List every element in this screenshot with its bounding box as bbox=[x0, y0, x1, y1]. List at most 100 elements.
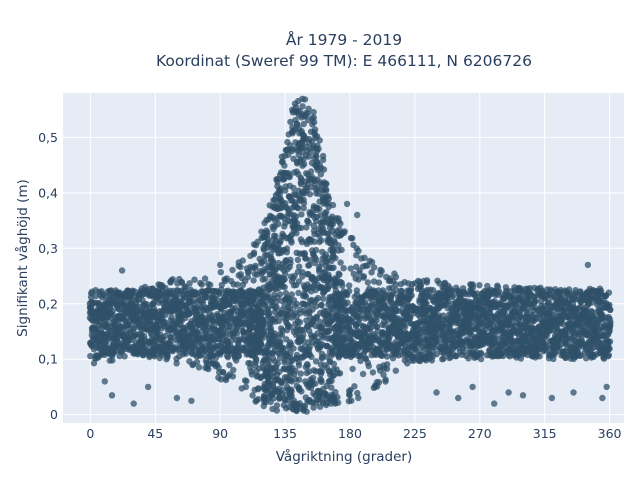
data-point bbox=[328, 384, 335, 391]
data-point bbox=[360, 273, 367, 280]
y-tick-label: 0,5 bbox=[38, 130, 58, 145]
data-point bbox=[584, 261, 592, 269]
plot-area bbox=[63, 93, 624, 423]
data-point bbox=[253, 356, 260, 363]
data-point bbox=[304, 362, 311, 369]
data-point bbox=[407, 314, 414, 321]
data-point bbox=[239, 257, 246, 264]
data-point bbox=[290, 345, 297, 352]
data-point bbox=[244, 269, 252, 276]
data-point bbox=[302, 293, 310, 300]
data-point bbox=[250, 249, 258, 256]
data-point bbox=[334, 399, 342, 406]
data-point bbox=[234, 281, 241, 288]
data-point bbox=[603, 383, 610, 391]
data-point bbox=[314, 294, 322, 302]
data-point bbox=[351, 383, 358, 390]
data-point bbox=[271, 267, 279, 275]
data-point bbox=[329, 201, 337, 209]
data-point bbox=[217, 261, 224, 269]
data-point bbox=[271, 196, 278, 203]
data-point bbox=[276, 190, 284, 198]
data-point bbox=[109, 357, 116, 364]
data-point bbox=[380, 371, 387, 378]
data-point bbox=[261, 327, 268, 334]
y-tick-label: 0,3 bbox=[38, 241, 58, 256]
data-point bbox=[306, 343, 313, 351]
data-point bbox=[335, 242, 342, 249]
data-point bbox=[281, 162, 288, 169]
x-axis-label: Vågriktning (grader) bbox=[276, 448, 413, 465]
data-point bbox=[469, 284, 477, 291]
data-point bbox=[273, 303, 280, 311]
data-point bbox=[384, 361, 391, 368]
data-point bbox=[323, 180, 330, 187]
data-point bbox=[226, 361, 233, 369]
data-point bbox=[293, 300, 300, 308]
data-point bbox=[570, 389, 577, 396]
data-point bbox=[277, 339, 284, 346]
data-point bbox=[357, 357, 364, 365]
data-point bbox=[227, 323, 234, 330]
data-point bbox=[606, 345, 613, 352]
data-point bbox=[606, 338, 614, 345]
chart-title-line1: År 1979 - 2019 bbox=[286, 30, 402, 49]
data-point bbox=[121, 353, 128, 360]
data-point bbox=[318, 377, 325, 384]
data-point bbox=[392, 367, 399, 374]
data-point bbox=[193, 358, 201, 366]
x-tick-label: 0 bbox=[86, 426, 94, 441]
data-point bbox=[139, 352, 147, 359]
data-point bbox=[370, 278, 378, 285]
data-point bbox=[278, 378, 285, 386]
data-point bbox=[433, 389, 440, 396]
data-point bbox=[250, 277, 257, 284]
data-point bbox=[315, 145, 322, 153]
data-point bbox=[255, 385, 262, 392]
data-point bbox=[355, 276, 362, 283]
data-point bbox=[455, 394, 462, 402]
data-point bbox=[109, 308, 116, 315]
data-point bbox=[330, 249, 337, 256]
data-point bbox=[328, 377, 335, 384]
data-point bbox=[173, 360, 180, 367]
data-point bbox=[299, 103, 306, 110]
data-point bbox=[190, 339, 197, 347]
data-point bbox=[281, 283, 288, 291]
data-point bbox=[295, 362, 303, 369]
data-point bbox=[235, 352, 242, 359]
data-point bbox=[219, 369, 227, 376]
data-point bbox=[318, 355, 325, 362]
data-point bbox=[378, 331, 386, 338]
data-point bbox=[320, 295, 327, 302]
data-point bbox=[169, 276, 176, 283]
data-point bbox=[207, 281, 214, 289]
data-point bbox=[318, 323, 325, 330]
data-point bbox=[265, 236, 272, 243]
data-point bbox=[306, 262, 313, 269]
data-point bbox=[323, 209, 330, 216]
data-point bbox=[536, 353, 543, 360]
x-tick-label: 315 bbox=[533, 426, 557, 441]
data-point bbox=[118, 267, 126, 274]
data-point bbox=[383, 365, 391, 373]
data-point bbox=[90, 360, 98, 367]
data-point bbox=[303, 408, 310, 415]
data-point bbox=[368, 258, 376, 266]
data-point bbox=[287, 118, 294, 126]
data-point bbox=[588, 307, 595, 315]
data-point bbox=[337, 259, 344, 266]
x-tick-label: 135 bbox=[273, 426, 297, 441]
data-point bbox=[324, 342, 331, 350]
data-point bbox=[440, 355, 447, 362]
data-point bbox=[605, 351, 612, 359]
data-point bbox=[274, 178, 281, 185]
data-point bbox=[325, 283, 332, 290]
data-point bbox=[283, 249, 290, 256]
data-point bbox=[261, 392, 268, 399]
data-point bbox=[401, 323, 409, 331]
x-tick-label: 360 bbox=[598, 426, 622, 441]
data-point bbox=[297, 236, 305, 243]
data-point bbox=[340, 265, 347, 272]
data-point bbox=[101, 378, 109, 385]
